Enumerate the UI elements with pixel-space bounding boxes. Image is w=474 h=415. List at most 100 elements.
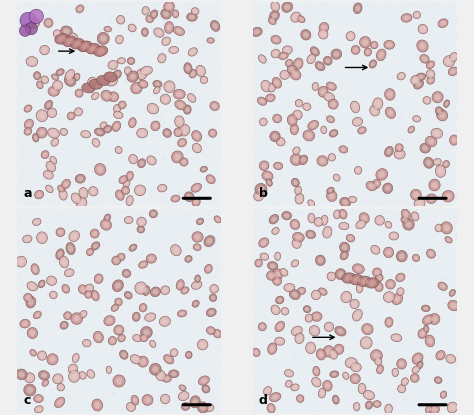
Point [69,140,77,147]
Ellipse shape [343,294,349,300]
Point [281,184,289,190]
Point [276,391,284,397]
Point [182,215,189,222]
Point [68,63,76,69]
Point [329,215,337,222]
Point [339,66,347,72]
Point [400,395,408,402]
Point [89,117,97,123]
Point [421,327,428,334]
Ellipse shape [181,287,189,294]
Point [192,405,200,412]
Ellipse shape [110,63,116,68]
Point [73,5,80,12]
Point [146,35,154,42]
Point [260,133,268,139]
Ellipse shape [140,66,153,75]
Point [434,49,441,56]
Point [70,298,78,305]
Point [72,407,80,414]
Point [127,117,134,124]
Point [204,258,212,264]
Point [137,51,145,58]
Point [359,202,367,208]
Point [164,60,172,67]
Ellipse shape [274,278,280,283]
Point [23,267,31,273]
Point [169,367,177,374]
Point [431,173,439,180]
Ellipse shape [176,92,182,97]
Ellipse shape [448,300,459,311]
Ellipse shape [348,236,353,240]
Point [182,319,190,326]
Ellipse shape [108,368,110,372]
Point [212,54,220,61]
Point [438,86,445,93]
Point [151,43,158,49]
Point [335,149,343,155]
Point [288,300,295,307]
Point [363,181,371,188]
Point [440,299,447,305]
Point [75,269,83,275]
Point [204,186,212,193]
Point [408,342,415,349]
Point [251,381,259,387]
Ellipse shape [133,85,140,91]
Point [134,0,141,6]
Point [388,208,396,215]
Point [34,37,41,43]
Point [70,152,78,159]
Ellipse shape [391,234,397,238]
Ellipse shape [180,140,184,145]
Point [153,344,161,351]
Ellipse shape [76,5,84,13]
Point [301,332,308,338]
Ellipse shape [260,325,264,329]
Point [36,142,44,148]
Point [81,313,89,320]
Ellipse shape [118,192,122,198]
Point [292,256,300,263]
Ellipse shape [119,59,124,63]
Point [202,78,210,85]
Point [346,193,354,200]
Point [422,58,429,64]
Point [180,34,187,41]
Ellipse shape [30,349,36,356]
Point [431,201,438,208]
Point [133,242,141,249]
Point [433,247,440,254]
Point [425,31,433,37]
Point [374,36,382,42]
Point [112,402,120,409]
Point [392,343,400,349]
Point [13,23,21,30]
Point [265,287,273,293]
Point [411,64,419,71]
Point [445,55,452,62]
Point [24,128,31,134]
Point [139,403,147,409]
Ellipse shape [206,308,216,317]
Point [97,401,104,408]
Point [100,206,107,212]
Point [64,222,72,229]
Ellipse shape [79,372,86,379]
Point [150,320,158,326]
Point [392,207,400,213]
Point [39,142,46,149]
Point [332,324,339,331]
Point [373,127,381,134]
Point [113,215,121,222]
Ellipse shape [188,48,198,56]
Point [396,28,403,35]
Point [284,119,292,126]
Point [315,244,323,251]
Ellipse shape [27,387,33,393]
Point [164,292,172,299]
Ellipse shape [270,10,279,21]
Point [18,90,25,96]
Ellipse shape [97,48,105,54]
